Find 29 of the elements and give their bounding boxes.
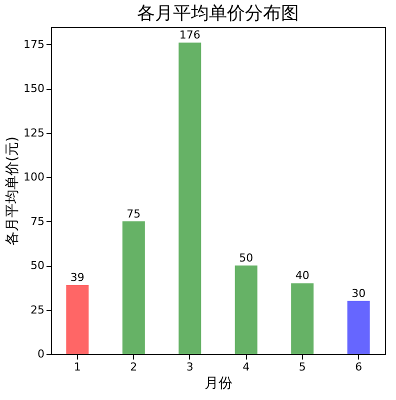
x-tick-label: 4 (242, 360, 250, 374)
y-tick-label: 125 (24, 126, 44, 140)
y-tick-label: 75 (30, 214, 44, 228)
y-tick-label: 100 (24, 170, 44, 184)
bar (178, 42, 202, 354)
bar (122, 221, 145, 354)
data-label: 39 (70, 270, 84, 284)
y-tick-label: 25 (30, 303, 44, 316)
data-label: 176 (179, 28, 200, 42)
x-tick-label: 2 (130, 360, 138, 374)
chart-title: 各月平均单价分布图 (137, 3, 299, 24)
y-tick-label: 0 (38, 348, 44, 360)
x-tick-label: 1 (74, 360, 81, 374)
bar (347, 300, 370, 354)
y-tick-label: 150 (24, 82, 44, 96)
y-tick-label: 175 (24, 38, 44, 51)
bar (234, 266, 258, 354)
data-label: 40 (295, 269, 310, 282)
y-tick-label: 50 (30, 259, 44, 272)
bar (66, 284, 89, 354)
x-axis-title: 月份 (204, 376, 232, 392)
x-tick-label: 5 (298, 360, 306, 374)
data-label: 30 (352, 286, 366, 300)
y-axis-title: 各月平均单价(元) (4, 136, 21, 246)
data-label: 75 (126, 207, 141, 220)
bar (291, 283, 314, 354)
x-tick-label: 3 (186, 360, 194, 374)
x-tick-label: 6 (355, 360, 362, 374)
data-label: 50 (239, 252, 254, 265)
